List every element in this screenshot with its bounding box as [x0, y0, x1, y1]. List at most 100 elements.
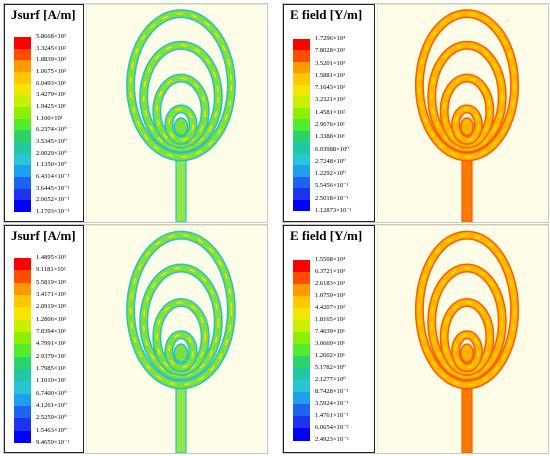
colorbar-swatch: [293, 344, 310, 357]
colorbar-tick-label: 2.4923×10⁻²: [315, 436, 349, 443]
colorbar-tick-label: 2.5259×10⁰: [36, 414, 67, 422]
colorbar-tick-label: 1.12873×10⁻¹: [315, 207, 352, 214]
colorbar-tick-label: 3.5345×10⁰: [36, 138, 67, 145]
colorbar-tick-label: 1.4895×10³: [36, 254, 66, 261]
colorbar-tick-label: 7.4639×10¹: [315, 328, 345, 335]
colorbar-tick-label: 3.2321×10²: [315, 96, 345, 104]
colorbar-swatch: [14, 200, 31, 213]
colorbar-swatch: [293, 428, 310, 441]
colorbar-swatch: [293, 176, 310, 189]
colorbar-tick-label: 1.4581×10²: [315, 108, 345, 116]
colorbar-swatch: [14, 188, 31, 201]
antenna-ring-hotspot: [454, 108, 480, 142]
colorbar-tick-label: 4.1261×10⁰: [36, 402, 67, 409]
panel-efield-top: E field [Y/m] 1.7296×10⁴ 7.8028×10³ 3.5201…: [282, 3, 549, 223]
antenna-efield-plot: [414, 9, 520, 222]
antenna-ring-hotspot: [431, 44, 503, 150]
colorbar-swatch: [293, 119, 310, 132]
colorbar-swatch: [293, 416, 310, 429]
colorbar-tick-label: 6.03988×10⁰: [315, 145, 349, 153]
feed-line: [461, 152, 473, 222]
colorbar-tick-label: 4.4207×10²: [315, 304, 345, 311]
colorbar-tick-label: 1.1703×10⁻¹: [36, 208, 70, 215]
colorbar-tick-label: 1.7985×10¹: [36, 365, 66, 372]
colorbar-tick-label: 1.2292×10⁰: [315, 170, 346, 178]
panel-efield-bottom: E field [Y/m] 1.5508×10⁴ 6.3721×10³ 2.6183…: [282, 224, 549, 454]
colorbar-swatch: [293, 165, 310, 178]
antenna-center-patch: [459, 117, 475, 137]
colorbar-swatch: [14, 130, 31, 143]
antenna-surface-current-plot: [126, 230, 236, 453]
colorbar-swatch: [14, 295, 31, 308]
colorbar-tick-label: 5.8668×10²: [36, 33, 66, 40]
colorbar-legend: E field [Y/m] 1.5508×10⁴ 6.3721×10³ 2.6183…: [283, 225, 375, 453]
colorbar-tick-label: 2.1277×10⁰: [315, 376, 346, 383]
colorbar-tick-label: 9.1181×10²: [36, 266, 66, 274]
colorbar-swatch: [293, 199, 310, 212]
antenna-efield-plot: [414, 230, 520, 453]
antenna-center-patch: [459, 343, 475, 364]
colorbar-tick-label: 4.7991×10¹: [36, 340, 66, 348]
colorbar-swatch: [293, 356, 310, 369]
colorbar-swatch: [293, 308, 310, 321]
colorbar-tick-label: 1.8165×10²: [315, 316, 345, 323]
antenna-ring: [165, 331, 197, 371]
antenna-ring-hotspot: [168, 108, 194, 142]
colorbar-tick-label: 6.7400×10⁰: [36, 389, 67, 397]
colorbar-tick-label: 2.9379×10¹: [36, 352, 66, 360]
colorbar-swatch: [293, 96, 310, 109]
colorbar-tick-label: 2.9676×10¹: [315, 121, 345, 128]
antenna-center-patch: [173, 343, 189, 364]
colorbar-tick-label: 2.5018×10⁻¹: [315, 194, 349, 202]
colorbar-tick-label: 5.1782×10⁰: [315, 364, 346, 371]
colorbar-tick-label: 3.4171×10²: [36, 291, 66, 298]
antenna-ring-hotspot: [142, 44, 220, 150]
colorbar-swatch: [293, 320, 310, 333]
colorbar-tick-label: 1.100×10¹: [36, 114, 63, 122]
colorbar-swatch: [14, 48, 31, 61]
colorbar-legend: Jsurf [A/m] 5.8668×10² 3.3245×10² 1.8839×1…: [4, 4, 84, 222]
colorbar-tick-label: 3.5924×10⁻¹: [315, 400, 349, 407]
colorbar-swatch: [293, 188, 310, 201]
colorbar-tick-label: 2.7248×10⁰: [315, 157, 346, 165]
colorbar-swatch: [14, 393, 31, 407]
colorbar-tick-label: 3.4279×10¹: [36, 91, 66, 99]
colorbar-swatch: [14, 107, 31, 120]
colorbar-swatch: [14, 319, 31, 333]
panel-jsurf-bottom: Jsurf [A/m] 1.4895×10³ 9.1181×10² 5.5819×1…: [3, 224, 268, 454]
colorbar-swatch: [293, 153, 310, 166]
colorbar-swatch: [14, 118, 31, 131]
field-plot: [377, 4, 548, 222]
colorbar-tick-label: 7.1643×10²: [315, 84, 345, 92]
field-plot: [377, 225, 548, 453]
colorbar-swatch: [14, 406, 31, 419]
colorbar-tick-label: 8.7428×10⁻¹: [315, 388, 349, 395]
colorbar-swatch: [293, 50, 310, 63]
colorbar-tick-label: 6.0654×10⁻²: [315, 424, 349, 431]
colorbar-tick-label: 3.6445×10⁻¹: [36, 184, 70, 192]
colorbar-swatch: [14, 72, 31, 85]
field-plot: [86, 225, 267, 453]
feed-line: [175, 152, 187, 222]
colorbar-swatch: [14, 381, 31, 395]
colorbar-tick-label: 2.6183×10³: [315, 280, 345, 287]
colorbar-tick-label: 1.9425×10¹: [36, 103, 66, 110]
colorbar-swatch: [293, 404, 310, 417]
antenna-ring-hotspot: [129, 12, 233, 158]
colorbar-swatch: [14, 307, 31, 321]
colorbar-tick-label: 2.0919×10²: [36, 303, 66, 311]
colorbar-swatch: [14, 60, 31, 73]
colorbar-swatch: [14, 418, 31, 432]
colorbar-tick-label: 6.4314×10⁻¹: [36, 173, 70, 180]
legend-title: Jsurf [A/m]: [11, 7, 76, 22]
antenna-ring-hotspot: [418, 12, 516, 158]
colorbar-tick-label: 1.0759×10³: [315, 292, 345, 299]
colorbar-swatch: [293, 332, 310, 345]
colorbar-swatch: [293, 260, 310, 273]
colorbar-tick-label: 1.4761×10⁻¹: [315, 412, 349, 419]
colorbar-legend: E field [Y/m] 1.7296×10⁴ 7.8028×10³ 3.5201…: [283, 4, 375, 222]
antenna-center-patch: [173, 117, 189, 137]
field-plot: [86, 4, 267, 222]
colorbar-tick-label: 1.2806×10²: [36, 315, 66, 323]
colorbar-swatch: [14, 142, 31, 155]
